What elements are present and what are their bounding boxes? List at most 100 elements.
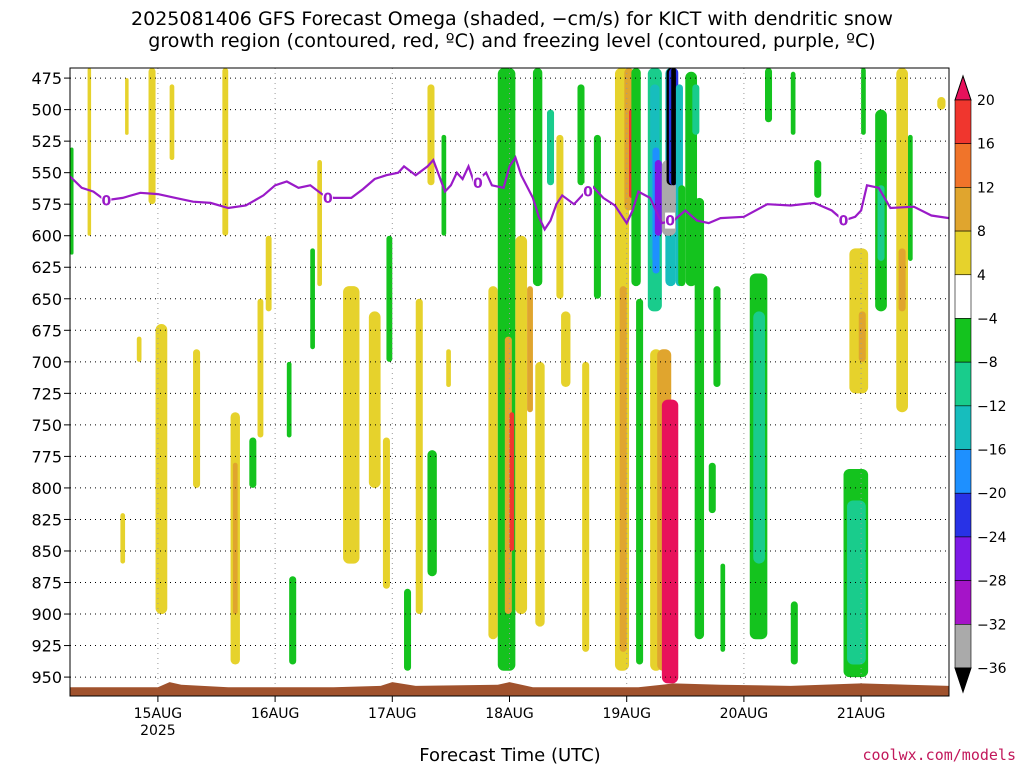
omega-region: [125, 78, 129, 135]
colorbar-top-arrow: [954, 74, 972, 101]
omega-region: [907, 134, 913, 261]
y-tick-label: 575: [31, 195, 62, 214]
freezing-label-bg: [322, 189, 333, 206]
omega-region: [577, 84, 585, 186]
omega-region: [847, 500, 866, 665]
omega-region: [535, 361, 545, 627]
colorbar-label: −20: [977, 486, 1007, 502]
omega-region: [368, 311, 381, 488]
omega-region: [265, 235, 272, 312]
omega-region: [764, 68, 773, 123]
omega-region: [317, 160, 322, 287]
y-tick-label: 875: [31, 574, 62, 593]
omega-region: [515, 235, 528, 615]
colorbar-swatch: [954, 274, 972, 319]
omega-region: [720, 563, 726, 652]
y-tick-label: 525: [31, 132, 62, 151]
omega-region: [713, 286, 721, 388]
colorbar-label: −36: [977, 661, 1007, 677]
omega-region: [415, 298, 423, 615]
y-tick-label: 500: [31, 101, 62, 120]
y-tick-label: 775: [31, 447, 62, 466]
omega-region: [814, 160, 822, 198]
omega-region: [593, 134, 601, 299]
omega-region: [232, 462, 238, 615]
colorbar-label: 4: [977, 268, 986, 284]
colorbar-label: −12: [977, 399, 1007, 415]
colorbar-label: −8: [977, 355, 998, 371]
colorbar-swatch: [954, 624, 972, 669]
colorbar-bottom-arrow: [954, 667, 972, 694]
x-tick-label: 20AUG: [720, 706, 769, 722]
colorbar-label: −4: [977, 311, 998, 327]
omega-region: [527, 286, 533, 413]
x-axis-label: Forecast Time (UTC): [419, 745, 601, 766]
colorbar-label: 8: [977, 224, 986, 240]
omega-region: [619, 286, 627, 652]
colorbar-swatch: [954, 580, 972, 625]
freezing-level-label: 0: [473, 176, 483, 192]
omega-region: [257, 298, 264, 438]
x-tick-label: 19AUG: [602, 706, 651, 722]
omega-region: [556, 134, 564, 299]
omega-region: [441, 134, 447, 236]
freezing-level-label: 0: [665, 214, 675, 230]
freezing-label-bg: [665, 212, 676, 229]
credit-label: coolwx.com/models: [862, 746, 1016, 764]
x-tick-sublabel: 2025: [140, 723, 176, 739]
freezing-label-bg: [101, 192, 112, 209]
omega-region: [148, 68, 156, 205]
omega-region: [136, 336, 142, 362]
omega-region: [169, 84, 175, 161]
colorbar-swatch: [954, 492, 972, 538]
freezing-label-bg: [472, 174, 483, 191]
freezing-level-label: 0: [101, 193, 111, 209]
x-tick-label: 16AUG: [251, 706, 300, 722]
omega-region: [193, 349, 201, 488]
y-tick-label: 825: [31, 510, 62, 529]
omega-region: [896, 68, 908, 413]
omega-region: [631, 68, 641, 287]
y-tick-label: 800: [31, 479, 62, 498]
y-tick-label: 650: [31, 290, 62, 309]
colorbar-swatch: [954, 318, 972, 363]
y-tick-label: 675: [31, 321, 62, 340]
colorbar-swatch: [954, 361, 972, 407]
y-tick-label: 700: [31, 353, 62, 372]
colorbar-swatch: [954, 405, 972, 450]
x-tick-label: 17AUG: [368, 706, 417, 722]
omega-region: [708, 462, 716, 514]
x-tick-label: 21AUG: [837, 706, 886, 722]
omega-region: [877, 185, 885, 261]
y-tick-label: 950: [31, 668, 62, 687]
colorbar-label: −16: [977, 443, 1007, 459]
omega-region: [289, 576, 297, 665]
freezing-level-line: [70, 154, 949, 232]
y-tick-label: 550: [31, 164, 62, 183]
freezing-level-label: 0: [839, 214, 849, 230]
omega-region: [790, 601, 798, 665]
colorbar-label: −24: [977, 530, 1007, 546]
omega-region: [753, 311, 765, 564]
y-tick-label: 625: [31, 258, 62, 277]
omega-region: [382, 437, 390, 589]
freezing-label-bg: [583, 183, 594, 200]
omega-region: [249, 437, 257, 488]
omega-region: [427, 84, 435, 186]
omega-region: [547, 109, 555, 186]
colorbar-swatch: [954, 449, 972, 494]
colorbar-label: 16: [977, 137, 995, 153]
y-tick-label: 900: [31, 605, 62, 624]
omega-region: [70, 147, 74, 255]
omega-region: [858, 311, 866, 362]
colorbar-swatch: [954, 230, 972, 276]
omega-region: [861, 68, 866, 135]
colorbar-label: 12: [977, 180, 995, 196]
omega-region: [532, 68, 543, 287]
y-tick-label: 475: [31, 69, 62, 88]
omega-region: [582, 361, 590, 652]
terrain-fill: [70, 682, 949, 696]
omega-region: [120, 513, 126, 564]
y-tick-label: 600: [31, 227, 62, 246]
y-tick-label: 725: [31, 384, 62, 403]
